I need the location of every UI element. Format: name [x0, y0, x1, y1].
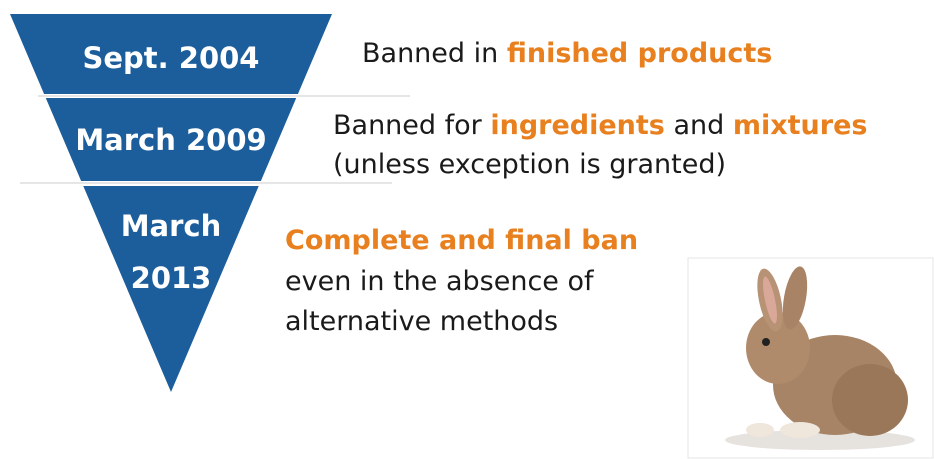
stage-label: Sept. 2004: [82, 41, 259, 75]
description-line: alternative methods: [285, 306, 558, 337]
funnel-band: [10, 14, 332, 94]
funnel-band: [45, 98, 297, 181]
description-text: Banned for: [333, 110, 490, 141]
description-text: (unless exception is granted): [333, 149, 726, 180]
description-line: Complete and final ban: [285, 225, 638, 256]
description-line: Banned in finished products: [362, 38, 772, 69]
description-text: even in the absence of: [285, 266, 595, 297]
description-line: even in the absence of: [285, 266, 595, 297]
stage-label: March: [121, 209, 222, 243]
rabbit-photo: [687, 257, 934, 459]
description-text: Banned in: [362, 38, 507, 69]
highlight-text: mixtures: [733, 110, 868, 141]
highlight-text: ingredients: [490, 110, 665, 141]
funnel: [10, 14, 332, 392]
funnel-band: [83, 186, 259, 392]
stage-label: March 2009: [75, 123, 266, 157]
description-text: and: [665, 110, 733, 141]
stage-label: 2013: [131, 261, 212, 295]
description-text: alternative methods: [285, 306, 558, 337]
highlight-text: Complete and final ban: [285, 225, 638, 256]
highlight-text: finished products: [507, 38, 773, 69]
description-line: Banned for ingredients and mixtures: [333, 110, 867, 141]
description-line: (unless exception is granted): [333, 149, 726, 180]
